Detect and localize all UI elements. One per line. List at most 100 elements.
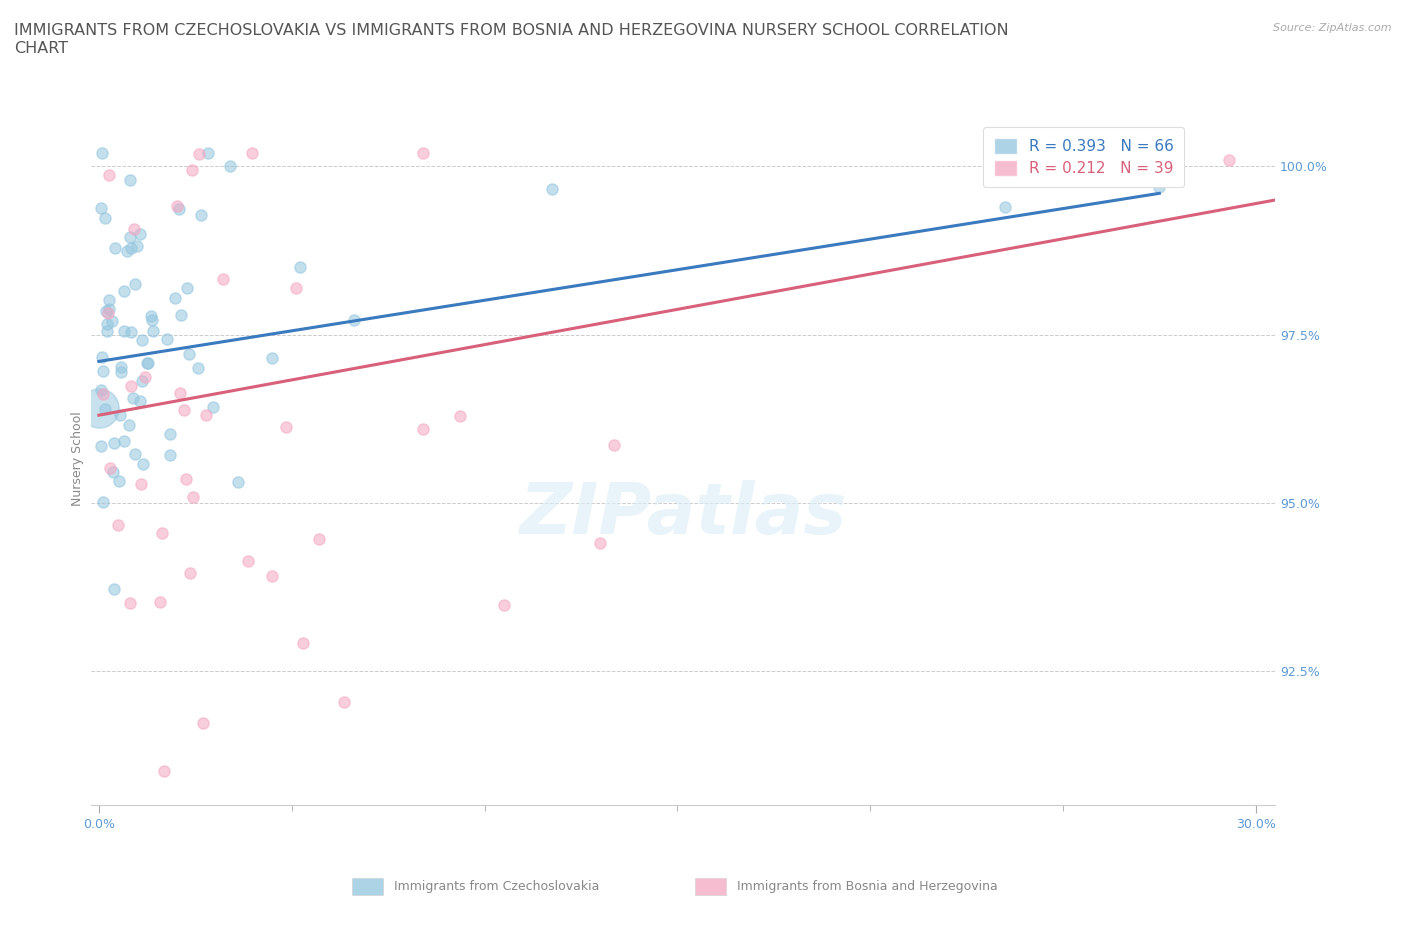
Text: Source: ZipAtlas.com: Source: ZipAtlas.com [1274,23,1392,33]
Point [163,290,186,305]
Point [120,173,142,188]
Point [179,566,201,581]
Point [108,407,131,422]
Point [90,438,112,453]
Point [541,181,564,196]
Point [90,201,112,216]
Legend: R = 0.393   N = 66, R = 0.212   N = 39: R = 0.393 N = 66, R = 0.212 N = 39 [983,127,1184,187]
Y-axis label: Nursery School: Nursery School [72,411,84,506]
Point [118,595,141,610]
Point [120,379,142,393]
Point [91,386,114,401]
Point [176,281,198,296]
Point [98,168,121,183]
Point [122,221,145,236]
Point [333,694,356,709]
Point [120,241,142,256]
Point [91,364,114,379]
Point [97,305,120,320]
Point [449,408,471,423]
Point [103,581,125,596]
Point [141,313,163,328]
Point [170,308,193,323]
Point [110,365,132,379]
Point [93,402,115,417]
Point [93,211,115,226]
Point [292,635,315,650]
Point [94,304,117,319]
Point [187,147,209,162]
Point [159,427,181,442]
Point [90,382,112,397]
Point [412,146,434,161]
Point [285,280,308,295]
Point [112,433,135,448]
Point [167,201,190,216]
Point [166,198,188,213]
Point [141,323,163,338]
Point [190,207,212,222]
Point [90,350,112,365]
Point [155,331,177,346]
Point [134,369,156,384]
Point [179,347,201,362]
Point [128,393,150,408]
Point [181,163,204,178]
Point [124,447,146,462]
Point [124,277,146,292]
Point [112,284,135,299]
Point [152,764,174,779]
Point [343,312,366,327]
Point [100,314,122,329]
Point [173,403,195,418]
Point [101,464,124,479]
Point [91,146,114,161]
Point [1149,179,1171,194]
Point [197,146,219,161]
Point [219,159,242,174]
Point [131,332,153,347]
Point [96,324,118,339]
Point [211,272,233,286]
Text: ZIPatlas: ZIPatlas [519,480,846,549]
Point [1218,153,1240,167]
Point [120,325,142,339]
Point [141,308,163,323]
Point [132,457,155,472]
Point [262,569,284,584]
Point [128,227,150,242]
Point [107,518,129,533]
Point [308,532,330,547]
Point [125,239,148,254]
Text: Immigrants from Czechoslovakia: Immigrants from Czechoslovakia [394,880,599,893]
Point [195,407,218,422]
Point [603,437,626,452]
Point [129,476,152,491]
Point [118,418,141,432]
Point [290,260,312,275]
Point [98,460,121,475]
Point [104,241,127,256]
Point [187,361,209,376]
Point [98,292,121,307]
Point [108,473,131,488]
Point [149,594,172,609]
Point [159,447,181,462]
Point [276,419,298,434]
Point [589,536,612,551]
Point [150,525,173,540]
Text: IMMIGRANTS FROM CZECHOSLOVAKIA VS IMMIGRANTS FROM BOSNIA AND HERZEGOVINA NURSERY: IMMIGRANTS FROM CZECHOSLOVAKIA VS IMMIGR… [14,23,1008,56]
Point [202,400,225,415]
Point [136,355,159,370]
Point [994,199,1017,214]
Point [103,435,125,450]
Point [236,554,259,569]
Point [112,324,135,339]
Point [131,374,153,389]
Point [226,474,249,489]
Point [193,715,215,730]
Point [122,391,145,405]
Point [138,355,160,370]
Point [240,146,263,161]
Point [91,495,114,510]
